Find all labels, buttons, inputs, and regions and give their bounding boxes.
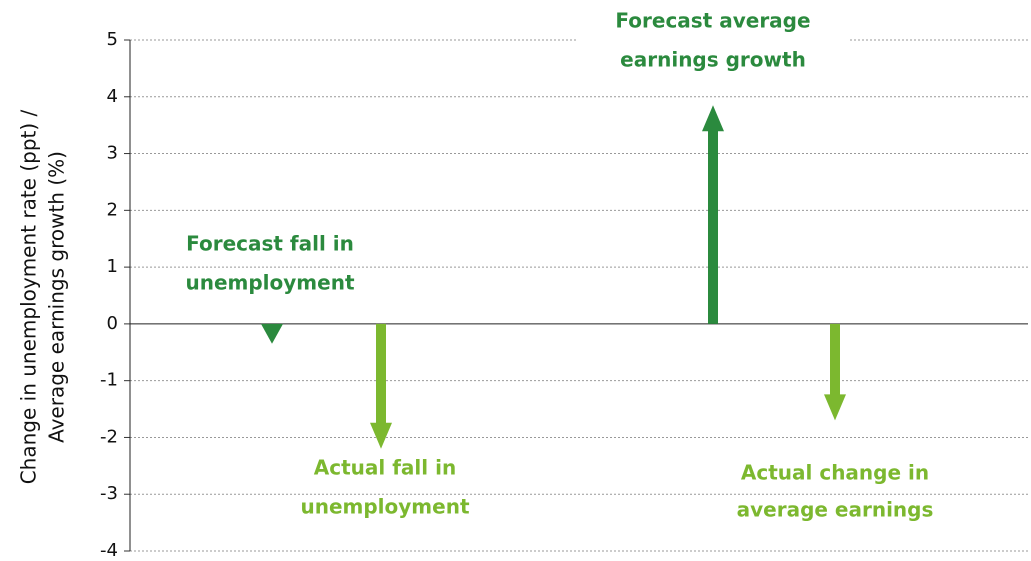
arrow (370, 323, 392, 449)
y-tick-label: -3 (100, 483, 118, 504)
y-tick-label: -1 (100, 370, 118, 391)
annotation: unemployment (185, 271, 354, 295)
arrow (261, 323, 283, 344)
y-tick-label: 0 (107, 313, 118, 334)
y-axis-title-line: Change in unemployment rate (ppt) / (17, 109, 41, 484)
annotation: Forecast fall in (186, 232, 354, 256)
y-tick-label: 5 (107, 29, 118, 50)
y-tick-label: -4 (100, 540, 118, 557)
annotation: Actual change in (741, 461, 929, 485)
y-axis-title: Change in unemployment rate (ppt) / Aver… (17, 109, 69, 484)
arrow (824, 323, 846, 421)
annotation: Forecast average (615, 9, 810, 33)
arrow (702, 105, 724, 324)
annotation: earnings growth (620, 48, 806, 72)
y-tick-label: 4 (107, 86, 118, 107)
annotation: unemployment (300, 495, 469, 519)
y-tick-label: 2 (107, 199, 118, 220)
y-axis-title-line: Average earnings growth (%) (45, 151, 69, 443)
annotation: average earnings (737, 498, 934, 522)
y-tick-label: 3 (107, 143, 118, 164)
y-tick-label: 1 (107, 256, 118, 277)
annotation: Actual fall in (314, 456, 456, 480)
label-background (576, 0, 850, 80)
y-tick-label: -2 (100, 426, 118, 447)
